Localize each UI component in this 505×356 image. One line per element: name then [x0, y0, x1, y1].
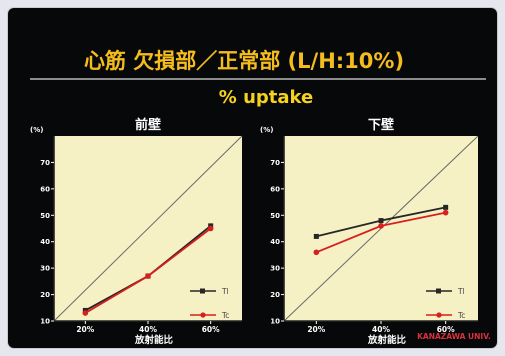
data-point [443, 204, 449, 210]
x-tick-label: 40% [372, 325, 390, 334]
data-point [145, 273, 151, 279]
chart-title: 前壁 [135, 117, 161, 133]
y-axis-label: (%) [260, 126, 273, 134]
charts: 前壁 (%) 10 20 30 40 50 60 70 20% 40% 60% 放射能比 Tl Tc 下壁 (%… [30, 117, 479, 346]
chart-2: 下壁 (%) 10 20 30 40 50 60 70 20% 40% 60% 放射能比 Tl Tc [260, 117, 479, 346]
x-tick-label: 60% [202, 325, 220, 334]
chart-title: 下壁 [368, 117, 394, 133]
slide-canvas: 心筋 欠損部／正常部 (L/H:10%) % uptake 前壁 (%) 10 20 3… [30, 49, 491, 346]
y-tick-label: 60 [40, 185, 50, 193]
data-point [378, 223, 384, 229]
y-tick-label: 60 [270, 185, 280, 193]
y-tick-label: 20 [40, 291, 50, 299]
legend-label: Tc [457, 311, 465, 320]
y-tick-label: 50 [270, 212, 280, 220]
data-point [313, 233, 319, 239]
legend-marker [436, 288, 441, 294]
legend-tl: Tl [190, 287, 229, 296]
x-tick-label: 20% [307, 325, 325, 334]
data-point [442, 209, 449, 216]
slide-subtitle: % uptake [219, 87, 313, 108]
y-tick-label: 10 [270, 318, 280, 326]
y-tick-label: 20 [270, 291, 280, 299]
legend-tc: Tc [426, 311, 465, 320]
legend-marker [436, 312, 442, 318]
legend-tl: Tl [426, 287, 465, 296]
y-tick-label: 50 [40, 212, 50, 220]
series-tc [313, 209, 449, 256]
data-point [207, 225, 214, 232]
x-tick-label: 40% [139, 325, 157, 334]
identity-line [53, 135, 243, 322]
y-tick-label: 70 [40, 159, 50, 167]
data-point [82, 310, 89, 316]
x-tick-label: 20% [76, 325, 94, 334]
y-tick-label: 30 [40, 265, 50, 273]
y-tick-label: 10 [40, 318, 50, 326]
legend-label: Tc [221, 311, 229, 320]
x-axis-label: 放射能比 [367, 334, 407, 346]
legend-label: Tl [221, 287, 229, 296]
legend-tc: Tc [190, 311, 229, 320]
legend-marker [200, 312, 206, 318]
y-tick-label: 30 [270, 265, 280, 273]
y-tick-label: 40 [40, 238, 50, 246]
x-axis-label: 放射能比 [134, 334, 174, 346]
series-tc [82, 225, 214, 316]
y-tick-label: 70 [270, 159, 280, 167]
y-tick-label: 40 [270, 238, 280, 246]
slide: 心筋 欠損部／正常部 (L/H:10%) % uptake 前壁 (%) 10 20 3… [8, 8, 497, 348]
chart-1: 前壁 (%) 10 20 30 40 50 60 70 20% 40% 60% 放射能比 Tl Tc [30, 117, 243, 346]
slide-title: 心筋 欠損部／正常部 (L/H:10%) [84, 49, 404, 73]
series-tl [313, 204, 449, 239]
legend-label: Tl [457, 287, 465, 296]
watermark: KANAZAWA UNIV. [417, 332, 491, 341]
x-tick-label: 60% [437, 325, 455, 334]
y-axis-label: (%) [30, 126, 43, 134]
data-point [313, 249, 320, 256]
legend-marker [200, 288, 205, 294]
data-point [378, 218, 384, 224]
